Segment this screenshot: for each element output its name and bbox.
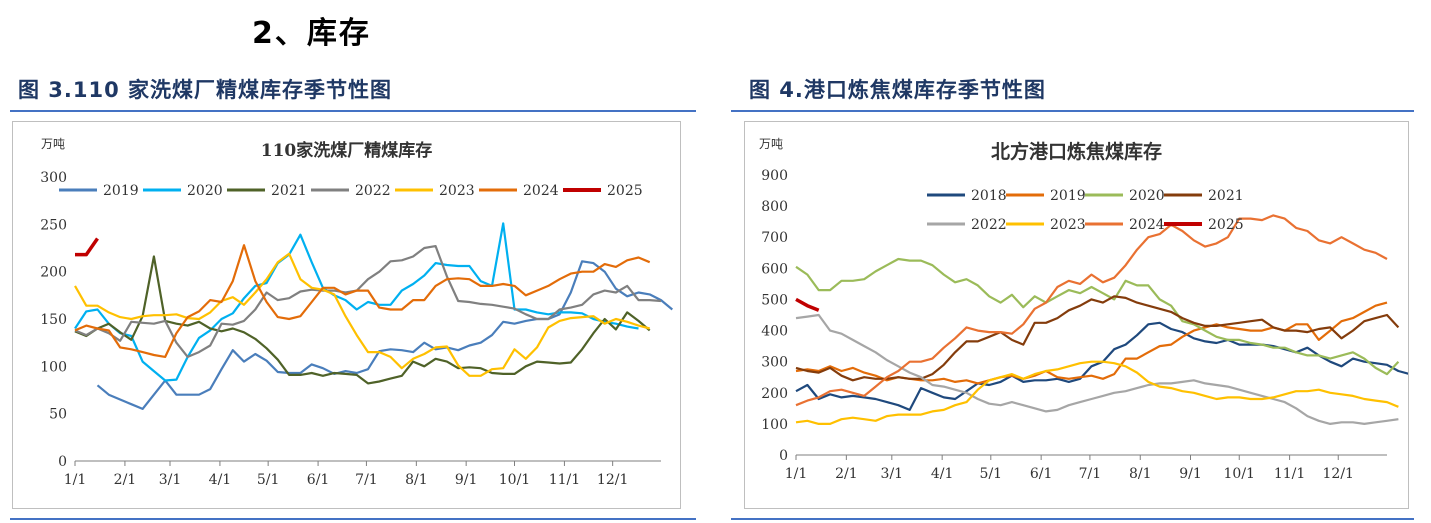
x-tick-label: 7/1 xyxy=(1079,466,1102,482)
series-line-2022 xyxy=(74,244,662,358)
chart-title: 北方港口炼焦煤库存 xyxy=(991,140,1162,163)
x-tick-label: 11/1 xyxy=(549,472,580,488)
y-tick-label: 150 xyxy=(40,312,67,328)
series-line-2023 xyxy=(74,252,650,377)
series-line-2020 xyxy=(795,257,1400,376)
legend-label-2019: 2019 xyxy=(1050,188,1086,204)
legend-label-2018: 2018 xyxy=(971,188,1007,204)
y-tick-label: 300 xyxy=(761,355,788,371)
x-tick-label: 9/1 xyxy=(1179,466,1202,482)
x-tick-label: 6/1 xyxy=(307,472,330,488)
x-tick-label: 6/1 xyxy=(1030,466,1053,482)
y-tick-label: 900 xyxy=(761,168,788,184)
x-tick-label: 10/1 xyxy=(499,472,530,488)
x-tick-label: 11/1 xyxy=(1274,466,1305,482)
x-tick-label: 10/1 xyxy=(1224,466,1255,482)
chart-box-port: 北方港口炼焦煤库存 万吨 0 100 200 300 400 500 600 700 800 900 1… xyxy=(744,121,1409,509)
bottom-rule-2 xyxy=(731,518,1414,520)
x-tick-label: 3/1 xyxy=(159,472,182,488)
figure-rule-2 xyxy=(731,110,1414,112)
series-line-2025 xyxy=(75,237,99,257)
y-tick-label: 800 xyxy=(761,199,788,215)
chart-title: 110家洗煤厂精煤库存 xyxy=(261,140,433,161)
figure-title-2: 图 4.港口炼焦煤库存季节性图 xyxy=(749,78,1046,102)
legend-label-2025: 2025 xyxy=(607,183,643,199)
legend-label-2021: 2021 xyxy=(271,183,307,199)
y-tick-label: 50 xyxy=(49,407,67,423)
x-tick-label: 8/1 xyxy=(1129,466,1152,482)
series-line-2019 xyxy=(96,260,674,410)
y-tick-label: 200 xyxy=(40,265,67,281)
legend-label-2022: 2022 xyxy=(355,183,391,199)
y-tick-label: 300 xyxy=(40,170,67,186)
x-tick-label: 4/1 xyxy=(209,472,232,488)
legend-label-2024: 2024 xyxy=(1129,217,1165,233)
x-tick-label: 2/1 xyxy=(114,472,137,488)
x-tick-label: 1/1 xyxy=(64,472,87,488)
series-line-2023 xyxy=(795,360,1399,425)
x-tick-label: 1/1 xyxy=(785,466,808,482)
x-tick-label: 8/1 xyxy=(405,472,428,488)
y-tick-label: 700 xyxy=(761,230,788,246)
y-unit-label: 万吨 xyxy=(759,137,783,151)
series-line-2025 xyxy=(795,297,820,312)
x-tick-label: 12/1 xyxy=(1323,466,1354,482)
port-stock-chart: 北方港口炼焦煤库存 万吨 0 100 200 300 400 500 600 700 800 900 1… xyxy=(759,137,1408,482)
figure-rule-1 xyxy=(10,110,696,112)
y-tick-label: 200 xyxy=(761,386,788,402)
legend-label-2019: 2019 xyxy=(103,183,139,199)
legend-label-2021: 2021 xyxy=(1208,188,1244,204)
y-tick-label: 400 xyxy=(761,324,788,340)
series-line-2024 xyxy=(74,244,651,358)
legend-label-2020: 2020 xyxy=(1129,188,1165,204)
legend-label-2020: 2020 xyxy=(187,183,223,199)
y-tick-label: 100 xyxy=(761,417,788,433)
series-line-2021 xyxy=(795,295,1400,382)
series-line-2020 xyxy=(74,222,639,382)
series-line-2021 xyxy=(74,255,651,385)
x-tick-label: 9/1 xyxy=(455,472,478,488)
x-tick-label: 2/1 xyxy=(835,466,858,482)
y-tick-label: 500 xyxy=(761,292,788,308)
x-tick-label: 5/1 xyxy=(257,472,280,488)
x-tick-label: 4/1 xyxy=(931,466,954,482)
x-tick-label: 3/1 xyxy=(881,466,904,482)
legend-label-2022: 2022 xyxy=(971,217,1007,233)
x-tick-label: 7/1 xyxy=(355,472,378,488)
y-unit-label: 万吨 xyxy=(41,137,65,151)
figure-title-1: 图 3.110 家洗煤厂精煤库存季节性图 xyxy=(18,78,393,102)
legend-label-2024: 2024 xyxy=(523,183,559,199)
chart-box-washery: 110家洗煤厂精煤库存 万吨 0 50 100 150 200 250 300 1/1 2/1 3/1… xyxy=(12,121,681,509)
y-tick-label: 0 xyxy=(58,454,67,470)
y-tick-label: 100 xyxy=(40,359,67,375)
bottom-rule-1 xyxy=(10,518,696,520)
legend-label-2025: 2025 xyxy=(1208,217,1244,233)
series-line-2019 xyxy=(795,301,1388,385)
x-tick-label: 12/1 xyxy=(597,472,628,488)
x-tick-label: 5/1 xyxy=(980,466,1003,482)
series-line-2022 xyxy=(795,313,1399,425)
series-line-2024 xyxy=(795,214,1388,407)
y-tick-label: 0 xyxy=(779,448,788,464)
legend-label-2023: 2023 xyxy=(439,183,475,199)
y-tick-label: 250 xyxy=(40,217,67,233)
section-title: 2、库存 xyxy=(252,16,371,51)
washery-stock-chart: 110家洗煤厂精煤库存 万吨 0 50 100 150 200 250 300 1/1 2/1 3/1… xyxy=(40,137,674,488)
y-tick-label: 600 xyxy=(761,261,788,277)
legend-label-2023: 2023 xyxy=(1050,217,1086,233)
